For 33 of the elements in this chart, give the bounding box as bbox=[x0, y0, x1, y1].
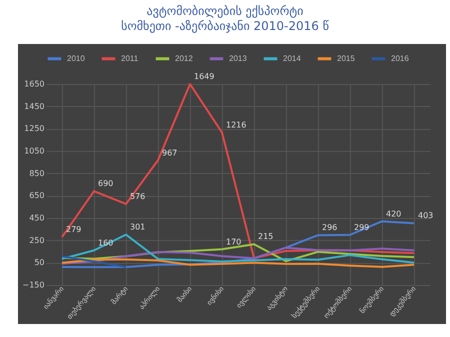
data-label: 1649 bbox=[194, 72, 214, 82]
legend-label: 2010 bbox=[67, 54, 86, 63]
line-series bbox=[61, 220, 415, 268]
line-series bbox=[61, 83, 415, 260]
y-tick-label: 1450 bbox=[24, 102, 44, 111]
line-series bbox=[61, 234, 415, 264]
line-series bbox=[61, 258, 415, 268]
data-label: 403 bbox=[418, 211, 434, 220]
data-label: 1216 bbox=[226, 120, 246, 130]
data-label: 296 bbox=[322, 223, 338, 232]
data-label: 420 bbox=[386, 209, 402, 218]
line-series bbox=[61, 246, 415, 265]
y-tick-label: 1650 bbox=[24, 80, 44, 88]
y-tick-label: −150 bbox=[22, 280, 44, 290]
y-tick-label: 450 bbox=[29, 214, 44, 222]
chart-title: ავტომობილების ექსპორტი სომხეთი -აზერბაიჯანი 2010-2016 წ bbox=[120, 4, 330, 34]
data-label: 967 bbox=[162, 148, 178, 158]
legend-label: 2012 bbox=[175, 54, 194, 63]
data-label: 301 bbox=[130, 222, 146, 232]
legend-label: 2013 bbox=[229, 54, 248, 63]
data-label: 215 bbox=[258, 232, 274, 242]
legend-label: 2014 bbox=[283, 54, 302, 63]
y-tick-label: 50 bbox=[34, 258, 44, 268]
y-tick-label: 1050 bbox=[24, 146, 44, 156]
data-label: 690 bbox=[98, 179, 114, 188]
y-tick-label: 650 bbox=[29, 191, 44, 200]
legend-label: 2015 bbox=[337, 54, 356, 63]
y-tick-label: 850 bbox=[29, 168, 44, 178]
data-label: 170 bbox=[226, 237, 242, 246]
legend-label: 2016 bbox=[391, 54, 410, 63]
y-tick-label: 250 bbox=[29, 236, 44, 245]
legend-label: 2011 bbox=[121, 54, 139, 63]
y-tick-label: 1250 bbox=[24, 124, 44, 134]
